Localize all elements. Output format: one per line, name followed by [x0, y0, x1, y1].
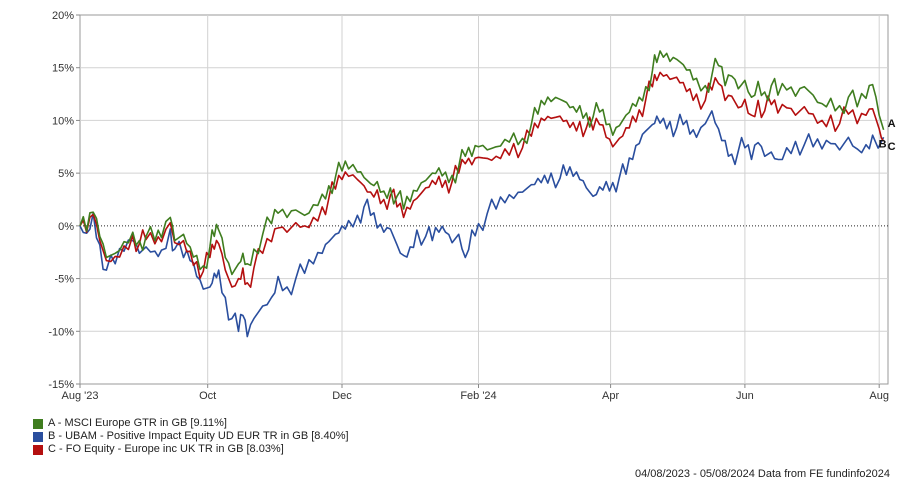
legend-label-b: B - UBAM - Positive Impact Equity UD EUR… — [48, 430, 349, 442]
line-chart: -15% -10% -5% 0% 5% 10% 15% 20% Aug '23 Oct Dec Fe… — [48, 10, 896, 402]
series-end-labels: AB C — [879, 118, 896, 153]
x-tick-label: Dec — [332, 390, 352, 402]
series-lines — [79, 50, 885, 338]
legend-label-c: C - FO Equity - Europe inc UK TR in GB [… — [48, 443, 284, 455]
y-tick-label: -10% — [48, 326, 74, 338]
x-tick-label: Jun — [736, 390, 754, 402]
y-tick-label: 20% — [52, 10, 74, 22]
legend-label-a: A - MSCI Europe GTR in GB [9.11%] — [48, 417, 227, 429]
series-line-c — [79, 71, 885, 289]
y-axis: -15% -10% -5% 0% 5% 10% 15% 20% — [48, 10, 80, 391]
x-axis: Aug '23 Oct Dec Feb '24 Apr Jun Aug — [62, 384, 889, 402]
x-tick-label: Feb '24 — [460, 390, 496, 402]
y-tick-label: -15% — [48, 379, 74, 391]
end-label-a: A — [888, 118, 896, 130]
legend-item-b: B - UBAM - Positive Impact Equity UD EUR… — [33, 430, 349, 443]
series-line-b — [79, 110, 885, 338]
legend-swatch-b — [33, 431, 43, 442]
y-tick-label: 0% — [58, 221, 74, 233]
gridlines — [80, 15, 888, 384]
legend-item-c: C - FO Equity - Europe inc UK TR in GB [… — [33, 443, 349, 456]
x-tick-label: Oct — [199, 390, 216, 402]
plot-area — [79, 14, 889, 385]
legend-swatch-c — [33, 444, 43, 455]
x-tick-label: Aug '23 — [62, 390, 99, 402]
legend-swatch-a — [33, 418, 43, 429]
y-tick-label: -5% — [54, 274, 74, 286]
date-range-source-note: 04/08/2023 - 05/08/2024 Data from FE fun… — [634, 468, 890, 480]
end-label-c: C — [888, 141, 896, 153]
x-tick-label: Apr — [602, 390, 619, 402]
y-tick-label: 15% — [52, 63, 74, 75]
legend: A - MSCI Europe GTR in GB [9.11%] B - UB… — [33, 417, 349, 456]
x-tick-label: Aug — [869, 390, 889, 402]
y-tick-label: 10% — [52, 115, 74, 127]
y-tick-label: 5% — [58, 168, 74, 180]
end-label-b: B — [879, 138, 887, 150]
legend-item-a: A - MSCI Europe GTR in GB [9.11%] — [33, 417, 349, 430]
series-line-a — [79, 50, 885, 276]
